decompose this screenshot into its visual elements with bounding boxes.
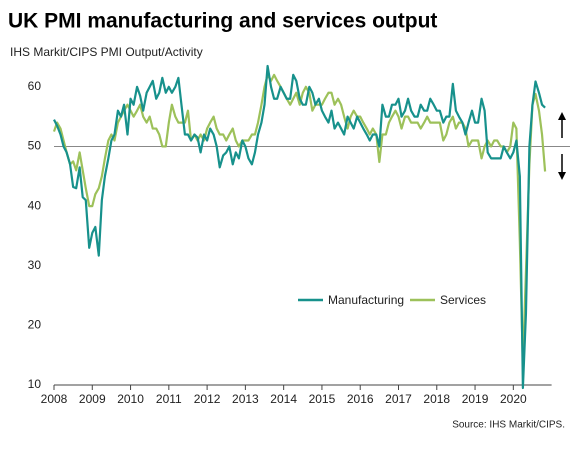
direction-arrows <box>558 112 566 180</box>
y-tick-label: 10 <box>28 377 42 391</box>
y-tick-label: 60 <box>28 79 42 93</box>
x-tick-label: 2019 <box>462 392 489 406</box>
x-tick-label: 2016 <box>347 392 374 406</box>
y-tick-label: 40 <box>28 198 42 212</box>
x-tick-label: 2017 <box>385 392 412 406</box>
x-tick-label: 2014 <box>270 392 297 406</box>
chart-subtitle: IHS Markit/CIPS PMI Output/Activity <box>10 45 203 59</box>
x-tick-label: 2012 <box>194 392 221 406</box>
x-tick-label: 2018 <box>423 392 450 406</box>
series-line <box>52 73 547 366</box>
legend-label: Services <box>440 293 486 307</box>
y-tick-label: 30 <box>28 258 42 272</box>
x-tick-label: 2008 <box>41 392 68 406</box>
chart-title: UK PMI manufacturing and services output <box>8 10 437 33</box>
x-tick-label: 2015 <box>309 392 336 406</box>
x-tick-label: 2010 <box>117 392 144 406</box>
x-tick-label: 2011 <box>156 392 182 406</box>
source: Source: IHS Markit/CIPS. <box>452 420 565 431</box>
y-tick-label: 20 <box>28 318 42 332</box>
series-line <box>53 64 546 390</box>
y-tick-label: 50 <box>28 139 42 153</box>
legend-label: Manufacturing <box>328 293 404 307</box>
x-tick-label: 2013 <box>232 392 259 406</box>
x-tick-label: 2020 <box>500 392 527 406</box>
x-tick-label: 2009 <box>79 392 106 406</box>
